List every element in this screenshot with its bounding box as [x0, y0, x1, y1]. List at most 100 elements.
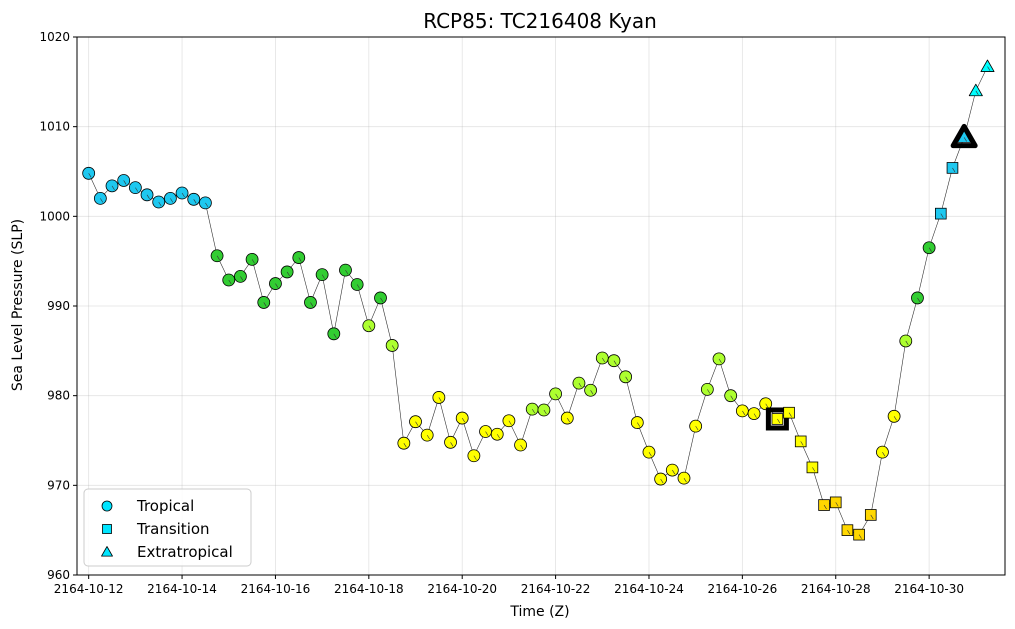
- chart-title: RCP85: TC216408 Kyan: [423, 9, 657, 33]
- legend-marker-triangle: [101, 546, 113, 557]
- y-tick-label: 1010: [39, 120, 70, 134]
- point-tick: [660, 478, 664, 484]
- point-tick: [111, 185, 115, 191]
- point-tick: [695, 425, 699, 431]
- point-tick: [216, 255, 220, 260]
- point-tick: [181, 192, 185, 198]
- y-axis-title: Sea Level Pressure (SLP): [10, 219, 26, 391]
- legend-label: Tropical: [136, 497, 194, 515]
- point-tick: [298, 257, 302, 262]
- point-tick: [403, 443, 407, 448]
- x-tick-label: 2164-10-28: [801, 582, 871, 596]
- point-tick: [928, 247, 932, 252]
- y-tick-label: 1000: [39, 209, 70, 223]
- point-tick: [823, 504, 827, 510]
- data-point-square: [841, 524, 854, 536]
- point-tick: [310, 302, 314, 307]
- point-tick: [415, 421, 419, 426]
- point-tick: [870, 514, 874, 520]
- point-tick: [321, 274, 325, 279]
- point-tick: [205, 202, 209, 208]
- point-tick: [391, 345, 395, 350]
- point-tick: [975, 90, 979, 95]
- point-tick: [683, 478, 687, 483]
- point-tick: [240, 276, 244, 281]
- point-tick: [496, 434, 500, 439]
- point-tick: [777, 418, 781, 424]
- point-tick: [450, 442, 454, 447]
- point-tick: [485, 431, 489, 436]
- point-tick: [356, 284, 360, 289]
- point-tick: [228, 279, 232, 285]
- track-line: [88, 66, 988, 535]
- point-tick: [648, 451, 652, 457]
- point-tick: [847, 530, 851, 535]
- point-tick: [508, 420, 512, 425]
- point-tick: [730, 395, 734, 400]
- point-tick: [567, 417, 571, 423]
- highlight-marker: [950, 123, 978, 149]
- point-tick: [590, 390, 594, 395]
- x-tick-label: 2164-10-16: [241, 582, 311, 596]
- point-tick: [578, 382, 582, 388]
- point-tick: [893, 416, 897, 421]
- x-tick-label: 2164-10-22: [521, 582, 591, 596]
- point-tick: [917, 297, 921, 303]
- point-tick: [123, 180, 127, 185]
- point-tick: [286, 271, 290, 277]
- y-tick-label: 1020: [39, 30, 70, 44]
- point-tick: [193, 199, 197, 204]
- x-axis: 2164-10-12 2164-10-14 2164-10-16 2164-10-18…: [54, 575, 964, 596]
- point-tick: [905, 340, 909, 346]
- point-tick: [672, 469, 676, 475]
- point-tick: [858, 534, 862, 539]
- point-tick: [88, 173, 92, 178]
- point-tick: [963, 137, 967, 142]
- point-tick: [380, 297, 384, 303]
- legend-label: Extratropical: [137, 543, 233, 561]
- point-tick: [788, 412, 792, 417]
- point-tick: [251, 259, 255, 264]
- legend-marker-square: [102, 524, 112, 534]
- y-tick-label: 980: [47, 389, 70, 403]
- data-point-square: [853, 528, 865, 541]
- point-tick: [835, 502, 839, 507]
- data-points: [82, 59, 995, 541]
- point-tick: [800, 441, 804, 446]
- x-tick-label: 2164-10-30: [894, 582, 964, 596]
- point-tick: [135, 187, 139, 192]
- y-tick-label: 970: [47, 478, 70, 492]
- point-tick: [146, 194, 150, 199]
- point-tick: [940, 213, 944, 218]
- point-tick: [438, 397, 442, 402]
- point-tick: [765, 403, 769, 408]
- x-axis-title: Time (Z): [509, 604, 569, 620]
- point-tick: [345, 269, 349, 275]
- point-tick: [952, 167, 956, 173]
- x-tick-label: 2164-10-14: [147, 582, 217, 596]
- y-axis: 960 970 980 990 1000 1010 1020: [39, 30, 77, 582]
- data-point-square: [934, 207, 947, 220]
- point-tick: [602, 357, 606, 363]
- point-tick: [263, 302, 267, 307]
- point-tick: [100, 198, 104, 203]
- point-tick: [812, 467, 816, 472]
- x-tick-label: 2164-10-24: [614, 582, 684, 596]
- data-point-triangle: [980, 59, 995, 72]
- x-tick-label: 2164-10-18: [334, 582, 404, 596]
- point-tick: [753, 413, 757, 418]
- highlight-marker: [765, 407, 789, 431]
- point-tick: [625, 376, 629, 381]
- point-tick: [158, 201, 162, 207]
- point-tick: [473, 455, 477, 460]
- data-point-triangle: [968, 83, 983, 97]
- track-polyline: [88, 66, 988, 535]
- point-tick: [275, 283, 279, 288]
- point-tick: [461, 417, 465, 423]
- point-tick: [520, 444, 524, 450]
- point-tick: [170, 198, 174, 203]
- point-tick: [882, 451, 886, 457]
- legend-frame: [83, 488, 252, 567]
- point-tick: [987, 66, 991, 71]
